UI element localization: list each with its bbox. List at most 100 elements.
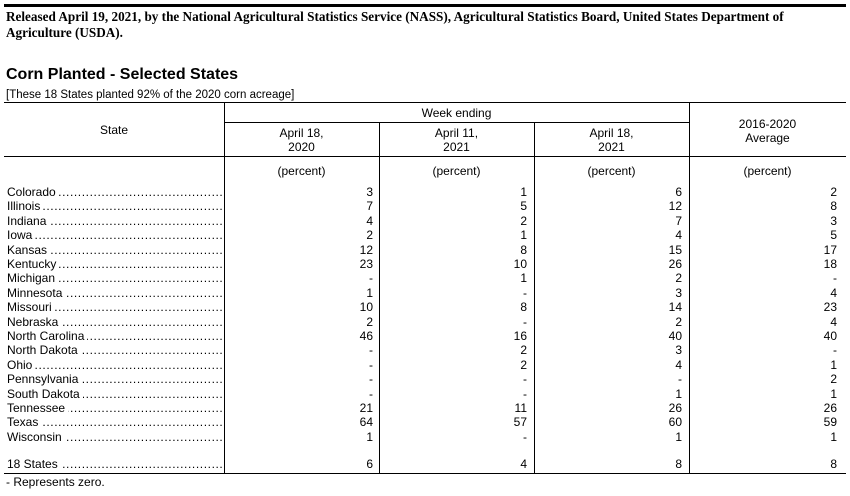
column-divider [689, 102, 690, 473]
cell-value: - [523, 386, 527, 401]
cell-value: - [369, 372, 373, 387]
cell-value: - [369, 271, 373, 286]
cell-value: 2 [520, 343, 527, 358]
cell-value: 1 [830, 357, 837, 372]
cell-value: - [369, 343, 373, 358]
table-row: Pennsylvania - - - 2 [0, 372, 850, 387]
cell-value: 8 [520, 242, 527, 257]
cell-value: 26 [823, 401, 837, 415]
cell-value: 1 [366, 429, 373, 444]
cell-value: 3 [830, 213, 837, 228]
column-divider [224, 102, 225, 473]
table-row: Texas 64 57 60 59 [0, 415, 850, 430]
cell-value: 4 [830, 314, 837, 329]
cell-value: - [523, 372, 527, 387]
cell-value: 8 [675, 457, 682, 471]
cell-value: - [369, 386, 373, 401]
cell-value: 23 [359, 257, 373, 271]
state-name: North Dakota [7, 343, 81, 358]
state-name: Iowa [7, 228, 36, 243]
cell-value: - [523, 429, 527, 444]
cell-value: 2 [366, 314, 373, 329]
state-name: North Carolina [7, 329, 88, 343]
table-row: Kansas 12 8 15 17 [0, 242, 850, 257]
table-row: Kentucky 23 10 26 18 [0, 257, 850, 271]
state-name: Wisconsin [7, 429, 65, 444]
cell-value: 4 [830, 285, 837, 300]
table-row: Colorado 3 1 6 2 [0, 185, 850, 199]
cell-value: 40 [668, 329, 682, 343]
state-name: Pennsylvania [7, 372, 82, 387]
cell-value: 2 [675, 271, 682, 286]
state-name: Ohio [7, 357, 36, 372]
cell-value: 6 [366, 457, 373, 471]
state-name: Minnesota [7, 285, 66, 300]
header-col4: 2016-2020 Average [738, 117, 797, 145]
cell-value: 21 [359, 401, 373, 415]
cell-value: 6 [675, 185, 682, 199]
cell-value: 5 [830, 228, 837, 243]
state-name: Kentucky [7, 257, 60, 271]
cell-value: 40 [823, 329, 837, 343]
unit-label: (percent) [743, 164, 792, 178]
table-row: North Dakota - 2 3 - [0, 343, 850, 358]
cell-value: 8 [830, 457, 837, 471]
top-rule [4, 4, 846, 7]
header-state: State [99, 123, 129, 137]
state-name: Indiana [7, 213, 50, 228]
cell-value: 12 [359, 242, 373, 257]
state-name: Missouri [7, 300, 55, 315]
total-row: 18 States 6 4 8 8 [0, 457, 850, 471]
cell-value: 10 [513, 257, 527, 271]
cell-value: 1 [366, 285, 373, 300]
cell-value: 23 [823, 300, 837, 315]
cell-value: 1 [520, 271, 527, 286]
column-divider [534, 122, 535, 473]
state-name: Colorado [7, 185, 59, 199]
cell-value: - [523, 285, 527, 300]
header-col2: April 11, 2021 [434, 126, 479, 154]
cell-value: - [369, 357, 373, 372]
column-divider [379, 122, 380, 473]
cell-value: 10 [359, 300, 373, 315]
cell-value: 3 [675, 285, 682, 300]
table-row: Indiana 4 2 7 3 [0, 213, 850, 228]
cell-value: 1 [520, 185, 527, 199]
cell-value: 4 [675, 228, 682, 243]
unit-label: (percent) [277, 164, 326, 178]
cell-value: - [833, 343, 837, 358]
cell-value: 8 [830, 199, 837, 214]
cell-value: 3 [366, 185, 373, 199]
cell-value: 1 [675, 386, 682, 401]
unit-label: (percent) [587, 164, 636, 178]
table-row: Missouri 10 8 14 23 [0, 300, 850, 315]
table-row: Illinois 7 5 12 8 [0, 199, 850, 214]
state-name: Kansas [7, 242, 51, 257]
cell-value: 2 [675, 314, 682, 329]
header-col1: April 18, 2020 [279, 126, 324, 154]
table-title: Corn Planted - Selected States [6, 66, 239, 83]
cell-value: 1 [830, 386, 837, 401]
table-row: Ohio - 2 4 1 [0, 357, 850, 372]
cell-value: 11 [514, 401, 527, 415]
cell-value: 17 [823, 242, 837, 257]
cell-value: 2 [520, 357, 527, 372]
table-subtitle: [These 18 States planted 92% of the 2020… [6, 89, 295, 101]
cell-value: 1 [675, 429, 682, 444]
state-name: South Dakota [7, 386, 83, 401]
cell-value: 4 [366, 213, 373, 228]
header-col3: April 18, 2021 [589, 126, 634, 154]
week-ending-rule [224, 122, 689, 123]
cell-value: 59 [823, 415, 837, 430]
cell-value: 2 [520, 213, 527, 228]
cell-value: 14 [668, 300, 682, 315]
cell-value: 2 [830, 185, 837, 199]
header-bottom-rule [4, 156, 846, 157]
cell-value: - [523, 314, 527, 329]
table-row: Tennessee 21 11 26 26 [0, 401, 850, 415]
header-week-ending: Week ending [421, 106, 492, 120]
cell-value: 1 [830, 429, 837, 444]
table-row: North Carolina 46 16 40 40 [0, 329, 850, 343]
cell-value: 7 [675, 213, 682, 228]
cell-value: 5 [520, 199, 527, 214]
